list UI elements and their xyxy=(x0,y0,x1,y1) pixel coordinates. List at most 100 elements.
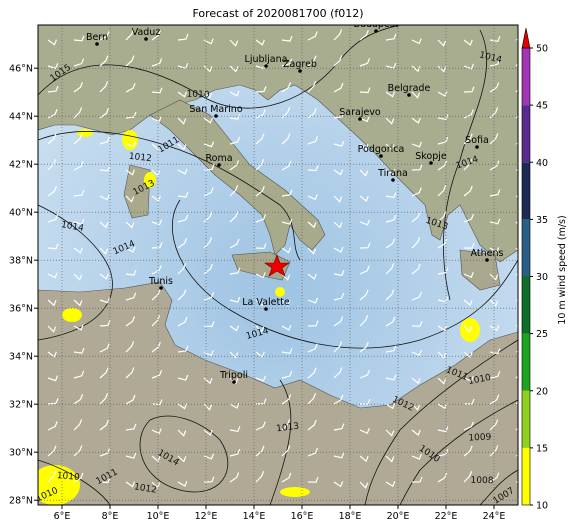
wind-barb xyxy=(437,185,447,197)
wind-barb xyxy=(203,38,214,45)
wind-barb xyxy=(281,419,291,431)
wind-barb xyxy=(489,273,499,281)
city-dot xyxy=(144,37,148,41)
wind-barb xyxy=(411,291,422,301)
wind-barb xyxy=(99,393,109,405)
wind-barb xyxy=(463,272,474,279)
wind-barb xyxy=(177,191,189,198)
wind-barb xyxy=(307,136,319,145)
city-label: Sofia xyxy=(465,135,489,146)
wind-barb xyxy=(229,185,239,197)
wind-barb xyxy=(359,341,369,353)
wind-barb xyxy=(151,116,162,123)
wind-barb xyxy=(151,195,161,202)
wind-barb xyxy=(359,116,370,123)
wind-barb xyxy=(385,238,396,249)
wind-barb xyxy=(307,221,317,229)
wind-barb xyxy=(125,269,137,276)
colorbar-tick-label: 10 xyxy=(536,501,548,512)
wind-barb xyxy=(177,263,187,275)
wind-barb xyxy=(489,218,501,225)
wind-barb xyxy=(333,367,343,379)
colorbar-extend xyxy=(521,27,531,49)
wind-barb xyxy=(229,238,240,249)
wind-barb xyxy=(333,341,343,353)
wind-barb xyxy=(47,272,58,279)
wind-barb xyxy=(281,273,291,281)
wind-barb xyxy=(307,419,317,431)
wind-barb xyxy=(411,429,421,437)
wind-barb xyxy=(437,114,449,120)
wind-barb xyxy=(281,133,291,145)
wind-barb xyxy=(489,36,501,42)
wind-barb xyxy=(151,219,163,226)
city-dot xyxy=(374,29,378,33)
wind-barb xyxy=(463,375,474,382)
wind-barb xyxy=(281,348,293,354)
wind-barb xyxy=(255,398,267,405)
wind-barb xyxy=(489,472,500,483)
wind-barb xyxy=(411,320,423,327)
colorbar-tick-label: 25 xyxy=(536,329,548,340)
wind-barb xyxy=(47,85,59,93)
y-tick-label: 38°N xyxy=(9,256,33,267)
wind-barb xyxy=(47,109,58,119)
wind-barb xyxy=(255,214,267,223)
wind-barb xyxy=(229,90,240,97)
wind-barb xyxy=(229,448,241,457)
wind-barb xyxy=(281,324,292,331)
y-tick-label: 36°N xyxy=(9,304,33,315)
wind-barb xyxy=(177,289,187,301)
wind-barb xyxy=(229,472,240,483)
wind-barb xyxy=(73,419,83,431)
wind-barb xyxy=(229,39,239,47)
wind-barb xyxy=(307,393,317,405)
wind-barb xyxy=(333,195,343,203)
wind-barb xyxy=(411,164,423,171)
wind-barb xyxy=(307,447,318,457)
wind-barb xyxy=(359,195,369,202)
wind-barb xyxy=(203,141,215,148)
wind-barb xyxy=(359,219,371,226)
wind-barb xyxy=(359,87,371,94)
wind-barb xyxy=(281,247,292,254)
y-tick-label: 32°N xyxy=(9,400,33,411)
x-tick-label: 6°E xyxy=(54,511,71,522)
wind-barb xyxy=(203,429,213,436)
wind-barb xyxy=(385,429,395,437)
wind-barb xyxy=(281,58,293,67)
wind-barb xyxy=(359,29,369,41)
wind-barb xyxy=(255,185,265,197)
wind-barb xyxy=(437,211,447,223)
wind-barb xyxy=(151,455,161,463)
wind-barb xyxy=(73,160,84,171)
wind-barb xyxy=(73,394,84,405)
wind-barb xyxy=(47,398,59,405)
wind-barb xyxy=(99,367,109,379)
wind-barb xyxy=(463,471,473,483)
x-axis: 6°E 8°E 10°E 12°E 14°E 16°E 18°E 20°E 22°E 24°E xyxy=(54,505,505,522)
wind-barb xyxy=(177,455,187,463)
wind-barb xyxy=(307,194,318,201)
wind-barb xyxy=(255,109,266,119)
wind-barb xyxy=(151,30,161,41)
wind-barb xyxy=(463,159,473,171)
wind-barb xyxy=(203,91,213,99)
isobar-label: 1014 xyxy=(60,220,85,234)
wind-barb xyxy=(333,481,344,488)
wind-barb xyxy=(125,292,137,301)
wind-barb xyxy=(385,192,397,198)
wind-barb xyxy=(281,35,293,42)
wind-barb xyxy=(177,429,187,437)
wind-barb xyxy=(73,472,84,483)
wind-barb xyxy=(489,445,499,457)
wind-barb xyxy=(151,143,161,151)
wind-barb xyxy=(281,299,291,307)
isobar-label: 1013 xyxy=(276,422,300,435)
wind-barb xyxy=(437,377,447,385)
colorbar-segment xyxy=(522,48,530,106)
wind-barb xyxy=(229,160,240,171)
wind-barb xyxy=(125,111,137,119)
